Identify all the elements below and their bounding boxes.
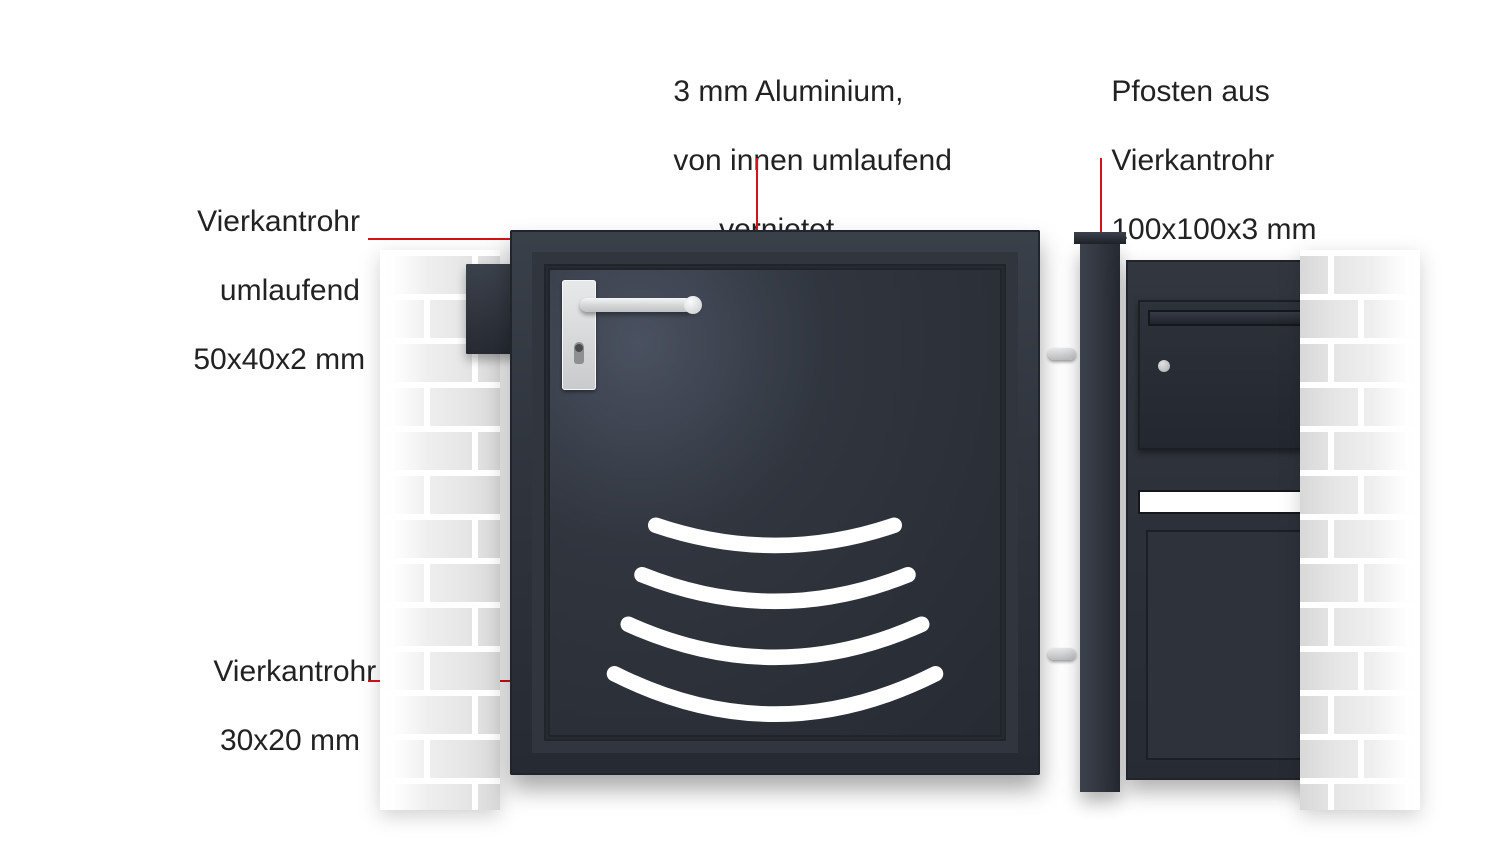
annotation-inner-line1: Vierkantrohr — [213, 655, 376, 688]
annotation-frame: Vierkantrohr umlaufend 50x40x2 mm — [160, 170, 360, 412]
gate-panel — [532, 252, 1018, 753]
annotation-post-line1: Pfosten aus — [1111, 75, 1269, 108]
door-handle-lever — [580, 298, 700, 312]
post-cap — [1074, 232, 1126, 244]
annotation-inner-tube: Vierkantrohr 30x20 mm — [180, 620, 360, 793]
annotation-frame-line3: 50x40x2 mm — [193, 343, 365, 376]
annotation-panel-line2: von innen umlaufend — [673, 144, 952, 177]
gate-post — [1080, 244, 1120, 792]
hinge-pin-bottom — [1048, 648, 1076, 660]
hinge-pin-top — [1048, 348, 1076, 360]
diagram-stage: 3 mm Aluminium, von innen umlaufend vern… — [0, 0, 1500, 855]
annotation-frame-line2: umlaufend — [220, 274, 360, 307]
annotation-post-line2: Vierkantrohr — [1111, 144, 1274, 177]
leader-frame — [368, 238, 520, 240]
annotation-panel-line1: 3 mm Aluminium, — [673, 75, 903, 108]
leader-post — [1100, 158, 1102, 236]
brick-pillar-right — [1300, 250, 1420, 810]
annotation-post-line3: 100x100x3 mm — [1111, 213, 1316, 246]
gate-inner-frame — [546, 266, 1004, 739]
keyhole-icon — [574, 342, 584, 364]
annotation-frame-line1: Vierkantrohr — [197, 205, 360, 238]
door-handle-plate — [562, 280, 596, 390]
mailbox-lock-icon — [1158, 360, 1170, 372]
gate-leaf — [510, 230, 1040, 775]
annotation-inner-line2: 30x20 mm — [220, 724, 360, 757]
